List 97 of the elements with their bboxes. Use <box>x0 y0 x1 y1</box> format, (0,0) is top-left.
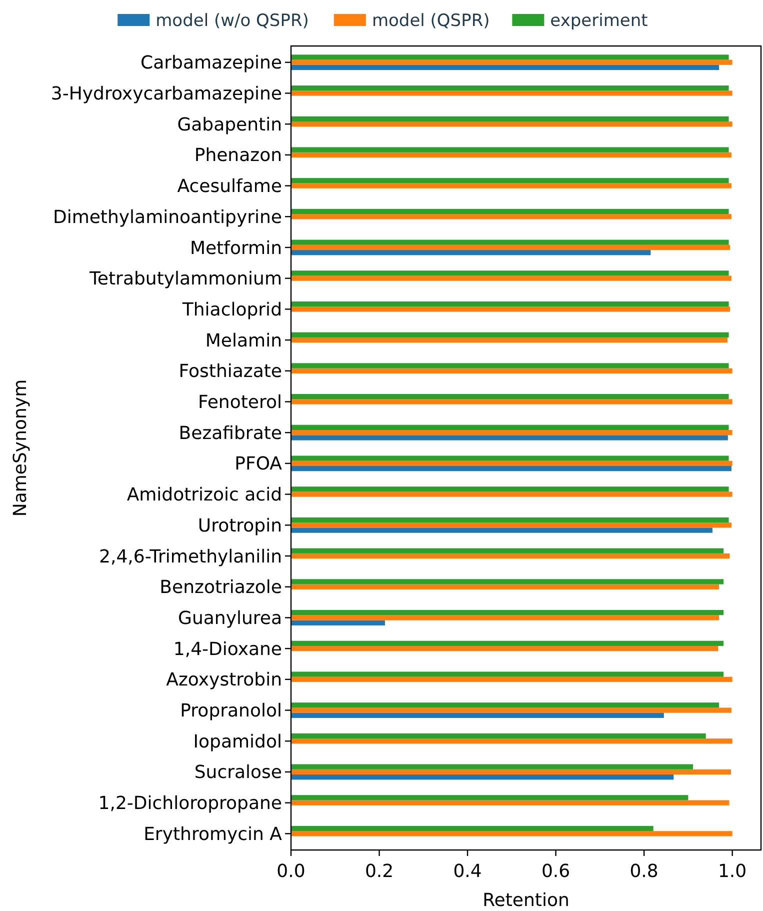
bar <box>291 702 720 708</box>
x-tick-label: 0.6 <box>541 861 570 882</box>
bar <box>291 424 729 430</box>
y-tick-label: Dimethylaminoantipyrine <box>52 206 282 228</box>
legend-label: model (QSPR) <box>372 10 490 31</box>
x-tick-label: 1.0 <box>718 861 747 882</box>
bar <box>291 460 732 466</box>
bar <box>291 60 732 65</box>
y-tick-label: 2,4,6-Trimethylanilin <box>99 546 282 568</box>
bar <box>291 435 728 440</box>
bar <box>291 394 729 400</box>
bar <box>291 270 729 276</box>
y-tick-label: Carbamazepine <box>140 52 282 74</box>
bar <box>291 492 732 497</box>
bar <box>291 456 729 461</box>
bar <box>291 399 732 404</box>
y-tick-label: 3-Hydroxycarbamazepine <box>50 84 282 105</box>
bar <box>291 244 730 250</box>
bar <box>291 90 732 96</box>
bar <box>291 774 674 780</box>
bar <box>291 337 728 343</box>
bar <box>291 800 730 806</box>
bar <box>291 178 729 184</box>
y-tick-label: Thiacloprid <box>181 299 282 320</box>
x-tick-label: 0.0 <box>276 861 306 882</box>
bar <box>291 584 720 590</box>
bar <box>291 116 729 122</box>
y-tick-label: Fosthiazate <box>178 361 282 382</box>
bar <box>291 486 729 492</box>
y-tick-label: PFOA <box>234 454 283 475</box>
bar <box>291 795 688 800</box>
x-tick-label: 0.2 <box>364 861 394 882</box>
y-tick-label: Bezafibrate <box>178 422 282 444</box>
y-tick-label: Gabapentin <box>177 114 282 136</box>
bar <box>291 332 729 338</box>
y-tick-label: Metformin <box>190 238 282 259</box>
bar <box>291 517 729 523</box>
bar <box>291 646 718 652</box>
bar <box>291 208 729 214</box>
bar <box>291 553 730 559</box>
bar <box>291 214 732 220</box>
bar <box>291 240 729 245</box>
bar <box>291 615 720 620</box>
bar <box>291 64 720 70</box>
y-tick-label: Erythromycin A <box>144 824 283 845</box>
y-tick-label: Iopamidol <box>193 731 282 752</box>
y-tick-label: Sucralose <box>194 762 282 784</box>
y-tick-label: 1,2-Dichloropropane <box>98 793 282 814</box>
legend-label: model (w/o QSPR) <box>156 10 309 31</box>
bar <box>291 769 731 775</box>
bar <box>291 276 732 281</box>
y-tick-label: Amidotrizoic acid <box>126 484 282 506</box>
bar <box>291 548 724 554</box>
bar <box>291 121 732 127</box>
bar <box>291 708 732 713</box>
bar <box>291 579 724 584</box>
y-tick-label: Phenazon <box>194 145 282 166</box>
x-tick-label: 0.4 <box>453 861 482 882</box>
bar <box>291 831 732 836</box>
y-tick-label: Azoxystrobin <box>166 670 282 691</box>
bar <box>291 250 651 256</box>
x-axis-title: Retention <box>482 890 570 911</box>
bar <box>291 368 732 374</box>
bar <box>291 306 730 312</box>
bar <box>291 610 724 616</box>
bar <box>291 147 729 152</box>
bar <box>291 733 706 739</box>
bar <box>291 301 729 307</box>
legend-label: experiment <box>550 10 648 31</box>
bar <box>291 712 664 718</box>
y-tick-label: Propranolol <box>180 700 282 722</box>
y-tick-label: Acesulfame <box>177 176 282 198</box>
bar <box>291 826 654 832</box>
y-tick-label: Benzotriazole <box>160 577 282 598</box>
bar <box>291 363 729 368</box>
bar <box>291 672 724 677</box>
y-axis-title: NameSynonym <box>10 379 31 517</box>
bar <box>291 430 732 436</box>
bar <box>291 183 732 188</box>
bar <box>291 676 732 682</box>
bar <box>291 640 724 646</box>
bar <box>291 522 732 528</box>
bar <box>291 466 732 472</box>
y-tick-label: Melamin <box>205 330 282 352</box>
y-tick-label: Fenoterol <box>198 392 282 414</box>
y-tick-label: Urotropin <box>198 515 282 536</box>
x-tick-label: 0.8 <box>630 861 658 882</box>
bar <box>291 764 694 770</box>
y-tick-label: Tetrabutylammonium <box>88 268 282 290</box>
bar <box>291 620 385 626</box>
bar <box>291 85 729 91</box>
bar <box>291 152 732 158</box>
bar <box>291 738 732 744</box>
y-tick-label: 1,4-Dioxane <box>173 638 282 660</box>
bar <box>291 54 729 60</box>
bar <box>291 528 712 533</box>
y-tick-label: Guanylurea <box>178 608 282 629</box>
